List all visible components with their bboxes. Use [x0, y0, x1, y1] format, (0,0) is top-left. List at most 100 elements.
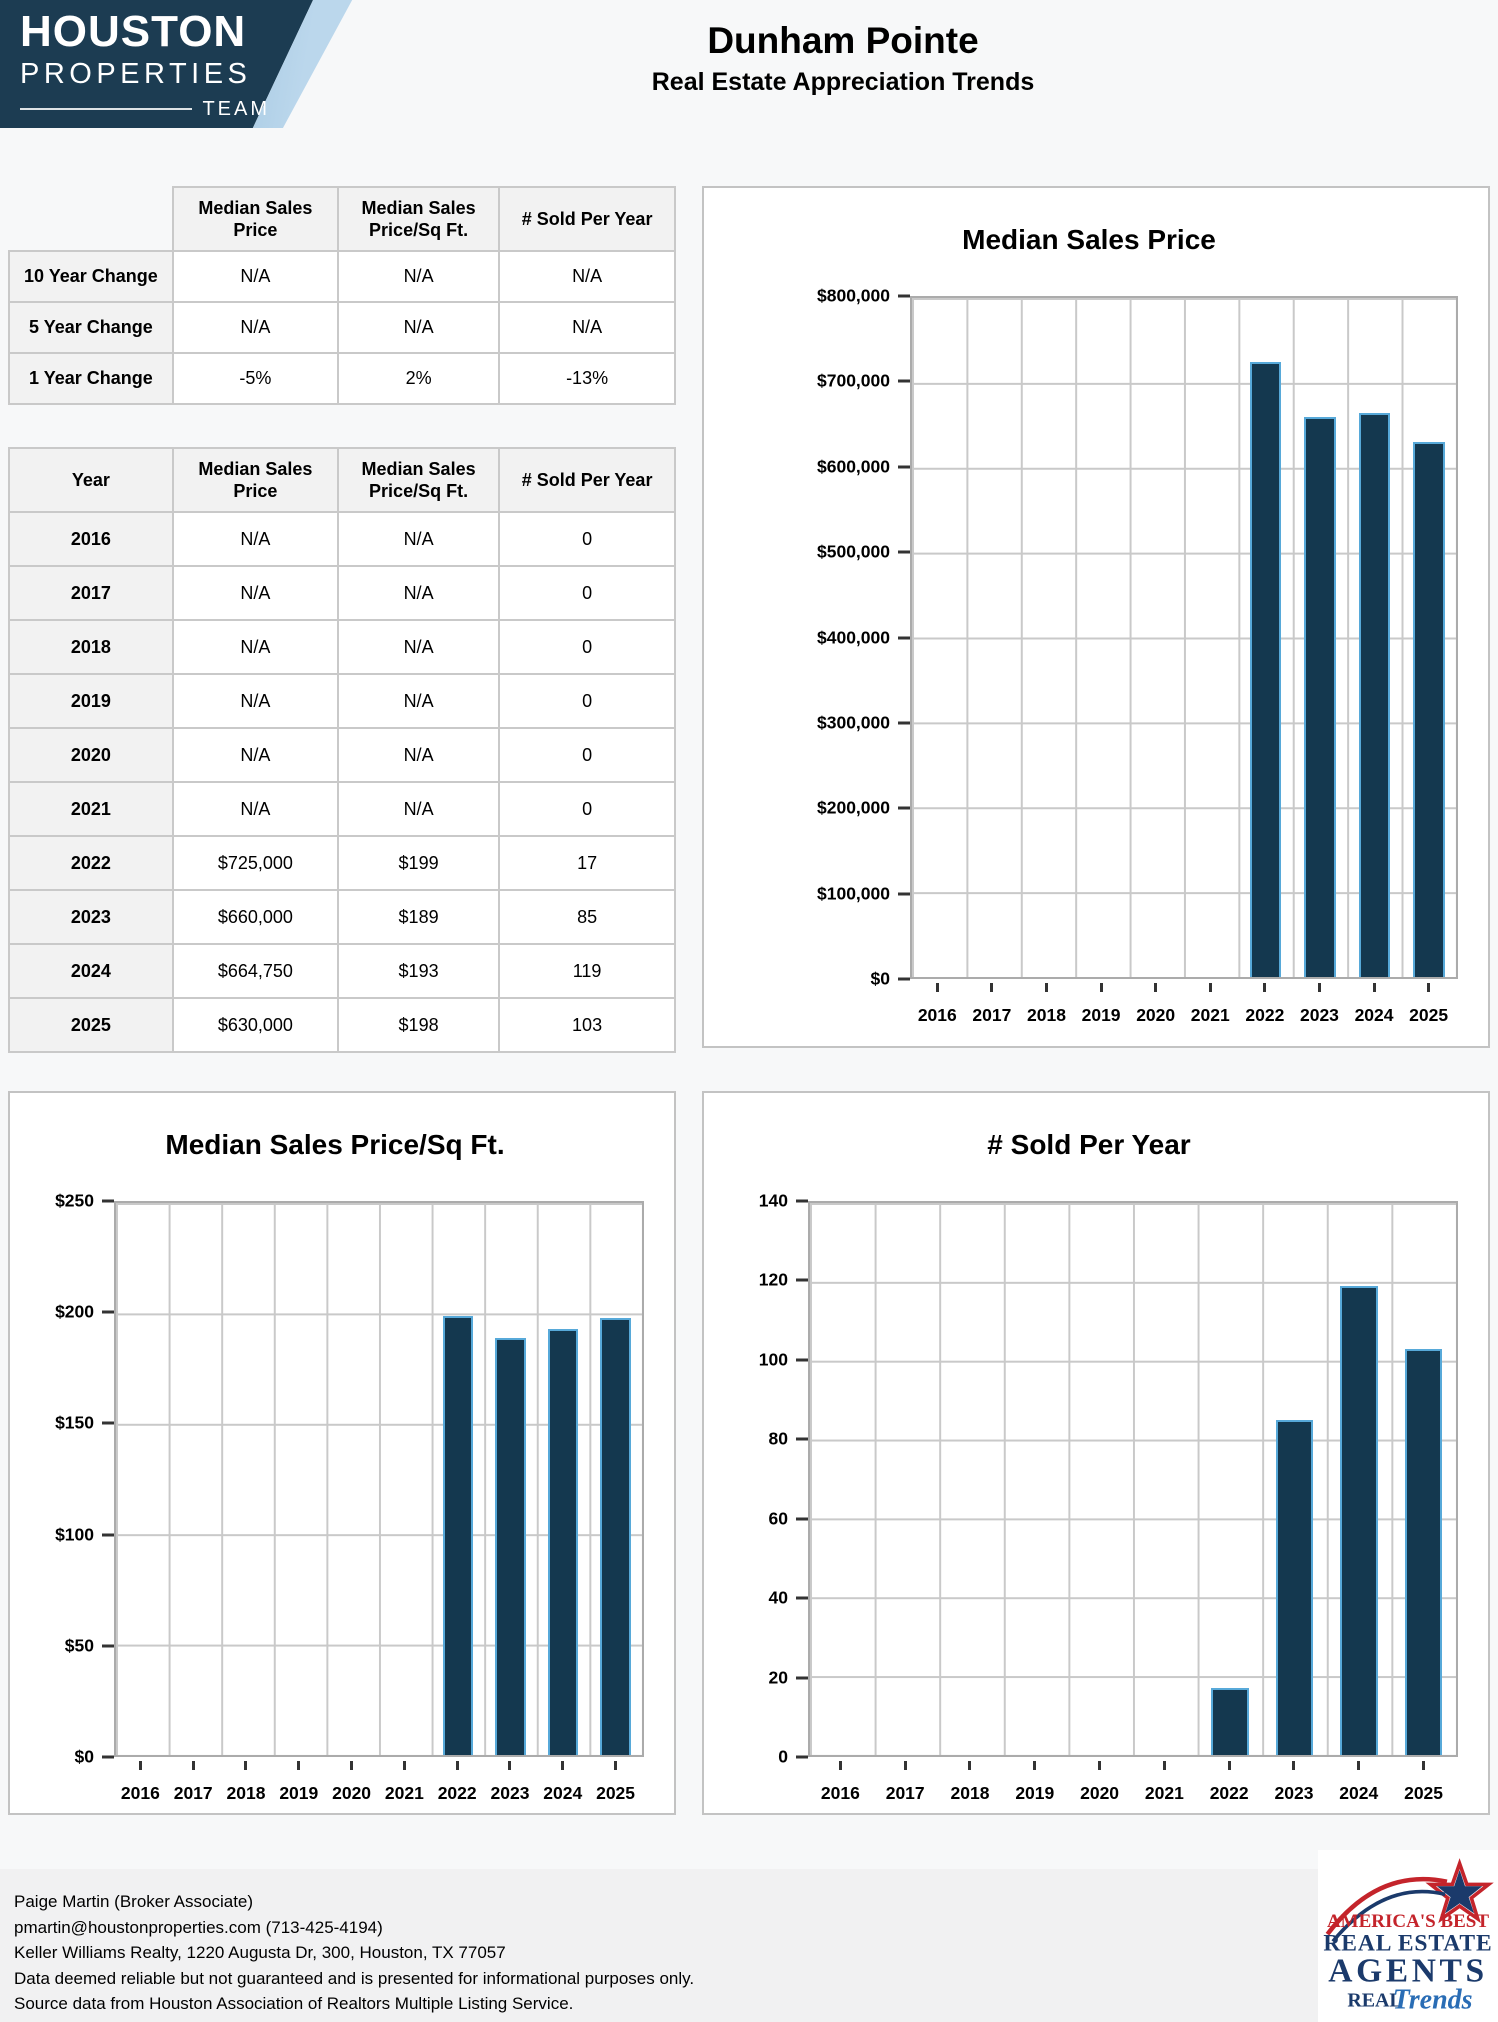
x-tick — [910, 979, 965, 993]
bars-row — [912, 298, 1456, 977]
x-tick — [1183, 979, 1238, 993]
bar-slot — [1327, 1203, 1392, 1755]
table-row: 5 Year Change N/A N/A N/A — [8, 301, 676, 354]
agent-contact: pmartin@houstonproperties.com (713-425-4… — [14, 1917, 383, 1937]
x-tick — [808, 1757, 873, 1771]
logo-word-team-row: TEAM — [20, 98, 270, 121]
cell-value: 0 — [498, 673, 676, 729]
x-tick — [1128, 979, 1183, 993]
x-tick-label: 2021 — [384, 1783, 424, 1803]
bar-slot — [1293, 298, 1347, 977]
cell-value: N/A — [171, 781, 339, 837]
x-tick-label: 2022 — [1245, 1005, 1285, 1025]
x-tick — [1292, 979, 1347, 993]
bar — [1358, 412, 1391, 977]
svg-text:Trends: Trends — [1393, 1984, 1473, 2015]
bar-slot — [1184, 298, 1238, 977]
bar-slot — [1021, 298, 1075, 977]
x-tick — [1197, 1757, 1262, 1771]
row-label: 2019 — [8, 673, 174, 729]
bar — [1275, 1419, 1314, 1755]
x-tick-label: 2016 — [917, 1005, 957, 1025]
x-tick — [1326, 1757, 1391, 1771]
column-header: # Sold Per Year — [498, 186, 676, 252]
cell-value: N/A — [171, 565, 339, 621]
y-axis: $800,000 $700,000 $600,000 $500,000 $400,000… — [720, 286, 910, 989]
bar-slot — [1238, 298, 1292, 977]
bar-slot — [1068, 1203, 1133, 1755]
cell-value: N/A — [336, 619, 501, 675]
cell-value: N/A — [336, 673, 501, 729]
y-tick-label: $100,000 — [817, 883, 910, 904]
y-tick-label: $0 — [75, 1747, 114, 1768]
table-row: 2016 N/A N/A 0 — [8, 511, 676, 567]
cell-value: N/A — [171, 511, 339, 567]
cell-value: N/A — [336, 250, 501, 303]
x-tick-label: 2021 — [1190, 1005, 1230, 1025]
table-row: 1 Year Change -5% 2% -13% — [8, 352, 676, 405]
svg-text:REAL: REAL — [1347, 1990, 1402, 2012]
bar-slot — [484, 1203, 537, 1755]
bar-slot — [1262, 1203, 1327, 1755]
table-header-row: Median Sales Price Median Sales Price/Sq … — [9, 186, 676, 252]
x-tick — [1074, 979, 1129, 993]
column-header: Year — [8, 447, 174, 513]
y-tick-label: $0 — [871, 969, 910, 990]
x-tick — [484, 1757, 537, 1771]
x-tick — [220, 1757, 273, 1771]
cell-value: -13% — [498, 352, 676, 405]
x-tick-label: 2022 — [1209, 1783, 1249, 1803]
x-tick — [1262, 1757, 1327, 1771]
disclaimer: Data deemed reliable but not guaranteed … — [14, 1968, 695, 1988]
column-header: # Sold Per Year — [498, 447, 676, 513]
table-row: 2023 $660,000 $189 85 — [8, 889, 676, 945]
x-tick-label: 2022 — [437, 1783, 477, 1803]
bar — [600, 1317, 631, 1755]
x-tick-label: 2017 — [972, 1005, 1012, 1025]
row-label: 2018 — [8, 619, 174, 675]
x-tick — [536, 1757, 589, 1771]
logo-word-properties: PROPERTIES — [20, 57, 252, 90]
x-tick — [1238, 979, 1293, 993]
x-ticks — [910, 979, 1456, 993]
bar — [1211, 1687, 1249, 1755]
logo-text: HOUSTON PROPERTIES TEAM — [20, 8, 270, 121]
x-tick — [938, 1757, 1003, 1771]
x-tick-label: 2023 — [1299, 1005, 1339, 1025]
bar-slot — [1347, 298, 1401, 977]
row-label: 2016 — [8, 511, 174, 567]
x-tick-label: 2019 — [1015, 1783, 1055, 1803]
y-axis: $250 $200 $150 $100 $50 $0 — [26, 1191, 114, 1767]
table-row: 2019 N/A N/A 0 — [8, 673, 676, 729]
x-tick-label: 2025 — [596, 1783, 636, 1803]
cell-value: 85 — [498, 889, 676, 945]
bar — [1304, 416, 1336, 977]
y-tick-label: $400,000 — [817, 627, 910, 648]
cell-value: N/A — [171, 250, 339, 303]
cell-value: N/A — [336, 301, 501, 354]
table-row: 2022 $725,000 $199 17 — [8, 835, 676, 891]
main-content: Median Sales Price Median Sales Price/Sq … — [0, 186, 1498, 1815]
y-tick-label: 60 — [769, 1508, 808, 1529]
bar-slot — [912, 298, 966, 977]
corner-cell — [9, 187, 173, 251]
y-tick-label: 140 — [759, 1191, 808, 1212]
cell-value: $193 — [336, 943, 501, 999]
logo-word-houston: HOUSTON — [20, 7, 247, 56]
cell-value: $725,000 — [171, 835, 339, 891]
cell-value: $660,000 — [171, 889, 339, 945]
cell-value: -5% — [171, 352, 339, 405]
bar-slot — [1402, 298, 1456, 977]
americas-best-real-estate-agents-logo: AMERICA'S BEST REAL ESTATE AGENTS REAL T… — [1323, 1858, 1494, 2015]
x-tick — [272, 1757, 325, 1771]
table-row: 2020 N/A N/A 0 — [8, 727, 676, 783]
page-title: Dunham Pointe — [707, 20, 979, 61]
bar — [442, 1315, 474, 1755]
x-tick-label: 2020 — [1136, 1005, 1176, 1025]
agent-name: Paige Martin (Broker Associate) — [14, 1892, 254, 1911]
cell-value: N/A — [498, 301, 676, 354]
plot-area — [808, 1201, 1458, 1757]
x-tick — [965, 979, 1020, 993]
bar-slot — [1004, 1203, 1069, 1755]
x-tick — [1067, 1757, 1132, 1771]
